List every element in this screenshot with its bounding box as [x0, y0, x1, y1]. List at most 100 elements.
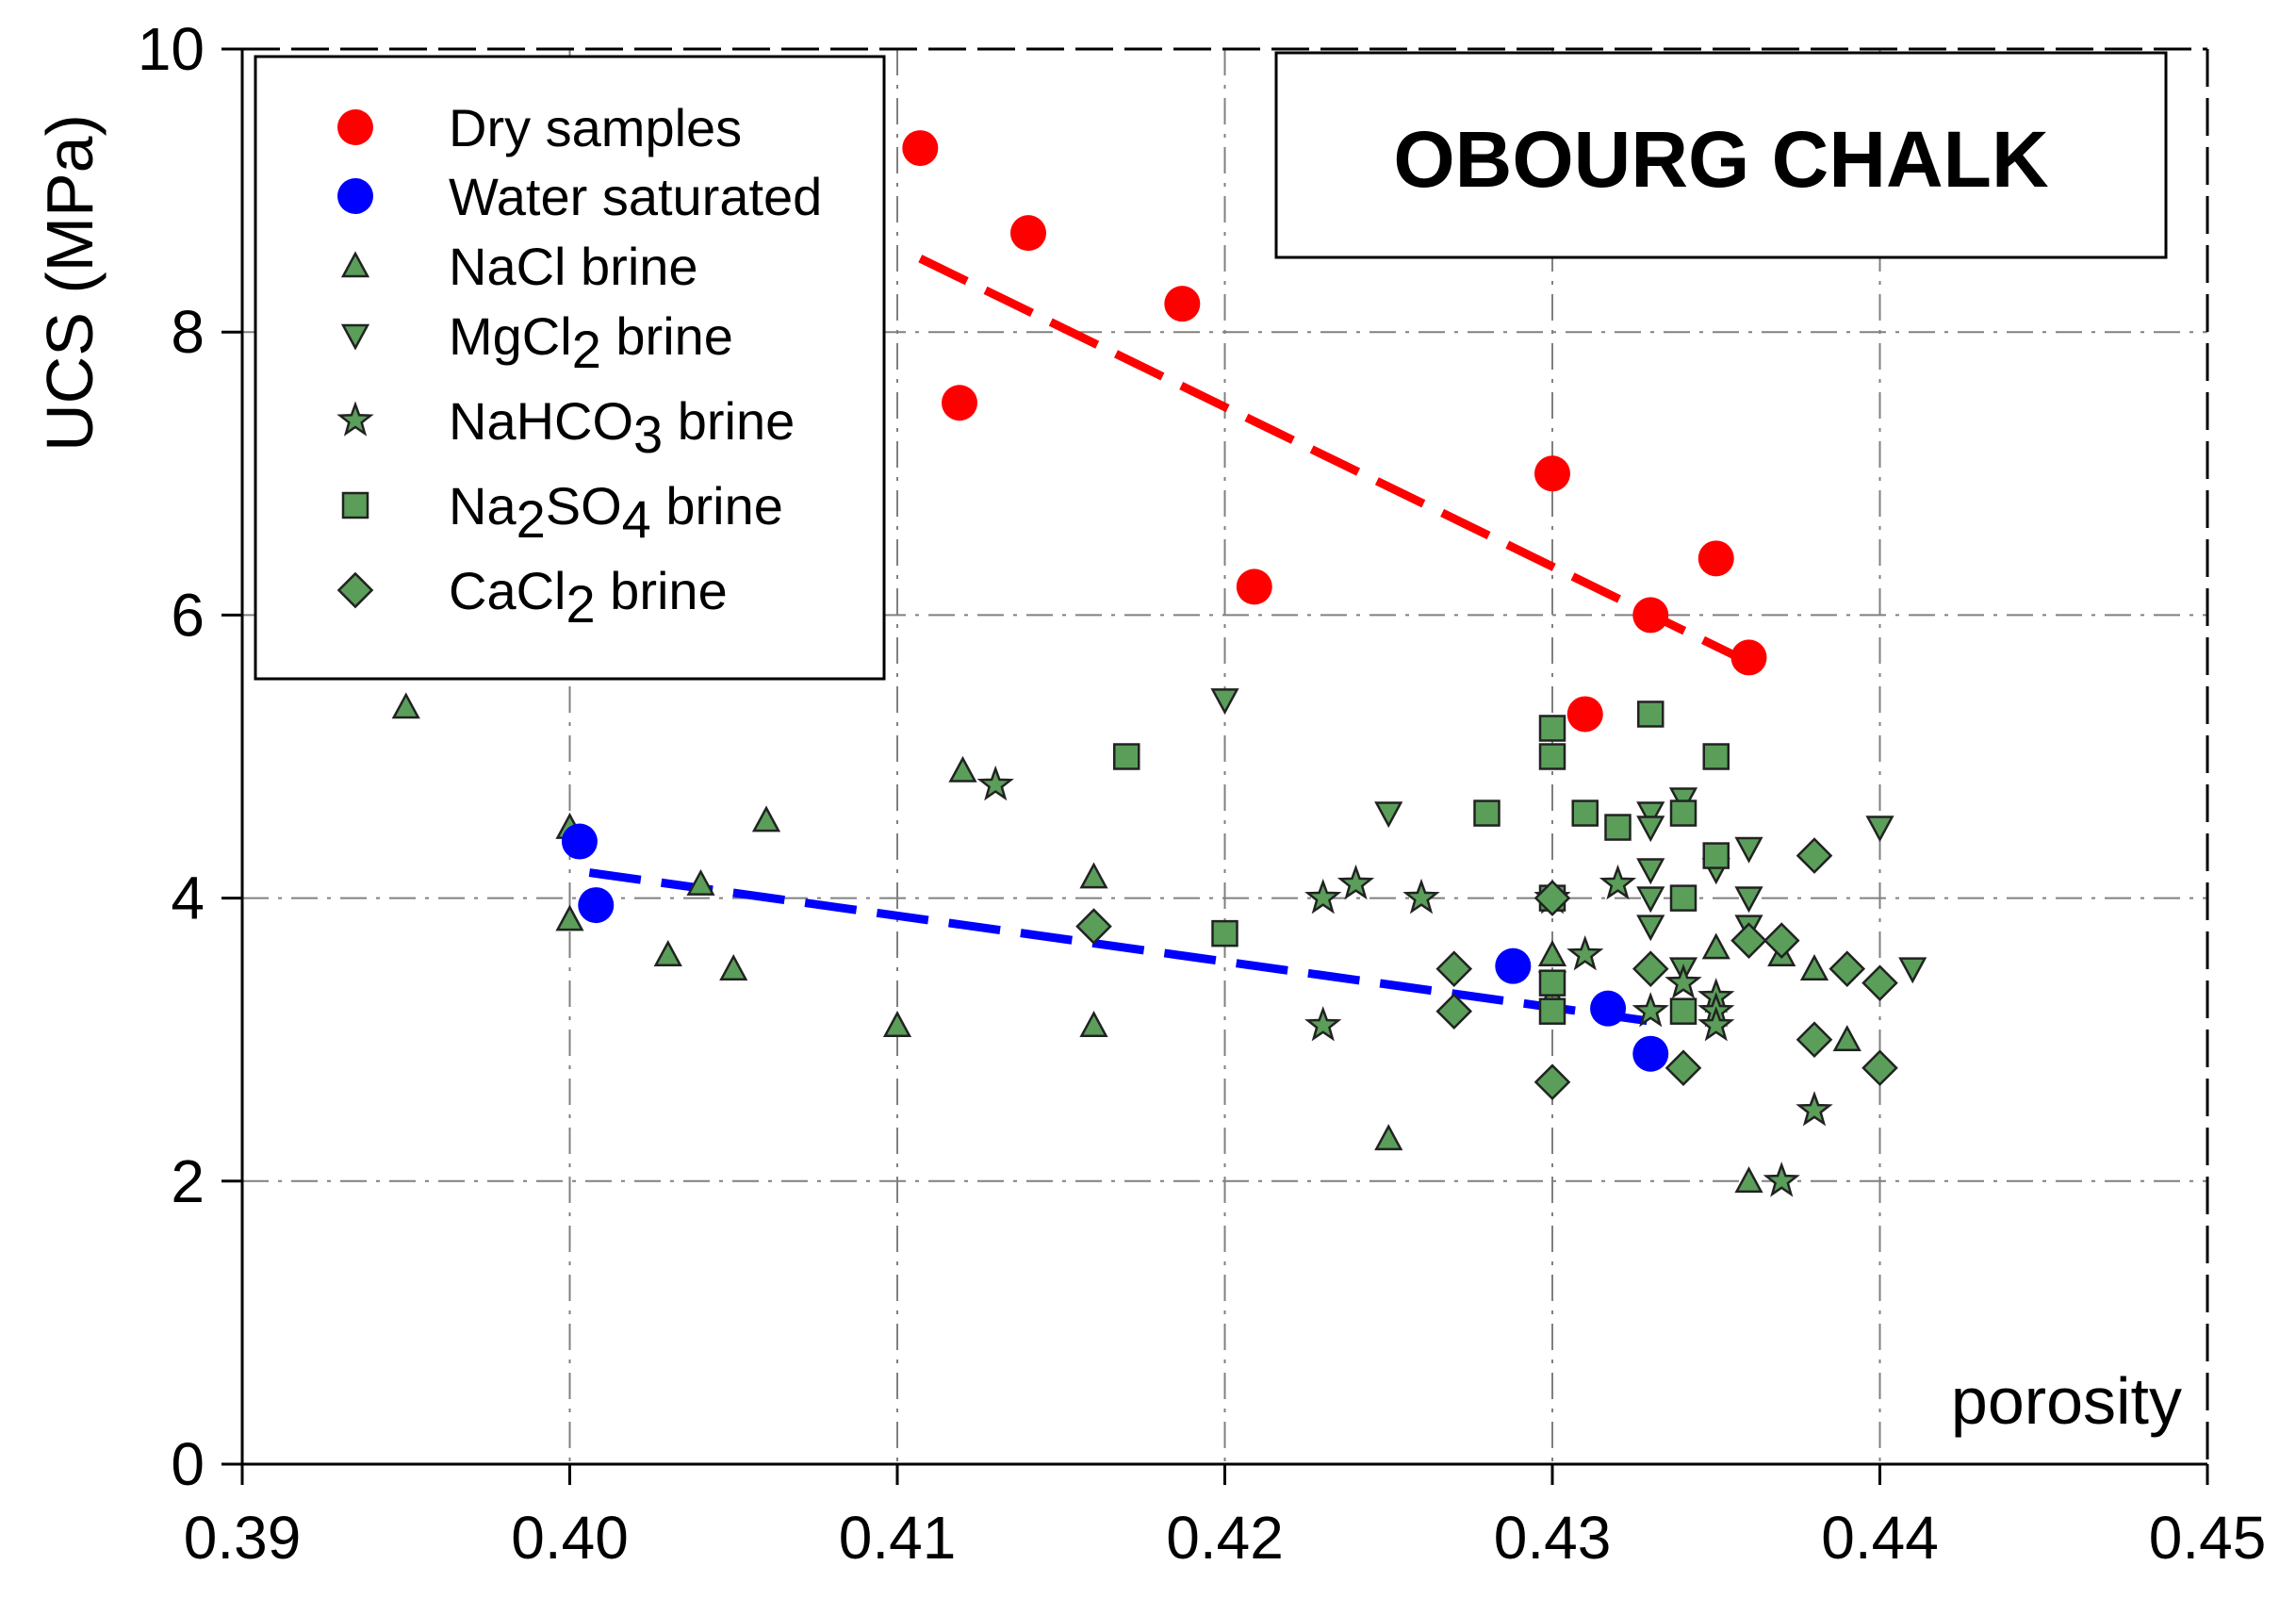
na2so4-brine-point	[1571, 799, 1599, 827]
cacl2-brine-point	[1533, 1063, 1571, 1101]
cacl2-brine-point	[1665, 1049, 1702, 1087]
nacl-brine-point	[1537, 940, 1567, 966]
legend-label-nahco3-brine: NaHCO3 brine	[449, 391, 795, 464]
water-saturated-point	[1495, 948, 1532, 984]
mgcl2-brine-point	[1734, 886, 1763, 914]
x-axis-title: porosity	[1951, 1364, 2182, 1438]
nacl-brine-point	[1079, 862, 1108, 889]
dry-samples-point	[1164, 286, 1201, 322]
legend-item-water-saturated: Water saturated	[337, 167, 822, 226]
chart-title-frame	[1274, 51, 2168, 259]
dry-samples-point	[1697, 540, 1734, 577]
cacl2-brine-point	[1075, 908, 1112, 945]
na2so4-brine-point	[1702, 842, 1730, 869]
na2so4-brine-point	[1538, 715, 1566, 742]
nacl-brine-point	[391, 692, 420, 719]
nahco3-brine-point	[1337, 864, 1375, 900]
legend-marker-cacl2-brine	[336, 571, 374, 609]
mgcl2-brine-point	[1636, 816, 1665, 843]
legend-marker-nahco3-brine	[336, 401, 374, 437]
nacl-brine-point	[1079, 1011, 1108, 1037]
legend-marker-dry-samples	[337, 109, 373, 145]
nacl-brine-point	[948, 755, 977, 783]
cacl2-brine-point	[1763, 922, 1800, 959]
y-tick-label: 4	[171, 865, 205, 932]
mgcl2-brine-point	[1636, 858, 1665, 885]
legend-label-na2so4-brine: Na2SO4 brine	[449, 476, 783, 549]
nacl-brine-point	[1832, 1025, 1861, 1051]
mgcl2-brine-point	[1865, 816, 1894, 843]
legend-frame	[254, 55, 886, 681]
water-saturated-point	[1632, 1035, 1669, 1072]
x-tick-label: 0.45	[2149, 1504, 2267, 1572]
legend-label-dry-samples: Dry samples	[449, 98, 742, 157]
x-tick-label: 0.39	[184, 1504, 302, 1572]
dry-samples-point	[1010, 215, 1046, 252]
nacl-brine-point	[1799, 954, 1829, 981]
trend-line	[918, 255, 1742, 662]
water-saturated-point	[1590, 990, 1627, 1027]
na2so4-brine-point	[1473, 799, 1501, 827]
na2so4-brine-point	[1604, 814, 1632, 841]
cacl2-brine-point	[1796, 837, 1833, 874]
dry-samples-point	[902, 130, 939, 167]
legend-item-nahco3-brine: NaHCO3 brine	[336, 391, 795, 464]
legend-item-cacl2-brine: CaCl2 brine	[336, 561, 728, 634]
data-points	[391, 130, 1927, 1197]
legend-label-water-saturated: Water saturated	[449, 167, 822, 226]
cacl2-brine-point	[1829, 950, 1866, 987]
x-tick-label: 0.41	[839, 1504, 957, 1572]
nacl-brine-point	[751, 805, 781, 832]
dry-samples-point	[1730, 639, 1767, 676]
cacl2-brine-point	[1861, 964, 1898, 1001]
legend-item-dry-samples: Dry samples	[337, 98, 742, 157]
na2so4-brine-point	[1669, 997, 1697, 1025]
cacl2-brine-point	[1435, 950, 1473, 987]
nacl-brine-point	[1701, 932, 1730, 960]
y-tick-label: 0	[171, 1430, 205, 1498]
water-saturated-point	[578, 887, 615, 924]
legend-marker-na2so4-brine	[341, 491, 369, 519]
dry-samples-point	[1236, 569, 1272, 605]
y-tick-label: 10	[138, 15, 205, 83]
mgcl2-brine-point	[1210, 688, 1239, 716]
legend-marker-water-saturated	[337, 178, 373, 214]
y-tick-label: 2	[171, 1147, 205, 1215]
chart-title-box: OBOURG CHALK	[1274, 51, 2168, 259]
dry-samples-point	[1632, 597, 1669, 634]
nacl-brine-point	[1734, 1166, 1763, 1194]
mgcl2-brine-point	[1374, 801, 1403, 829]
x-tick-label: 0.40	[511, 1504, 629, 1572]
dry-samples-point	[1534, 455, 1570, 492]
legend-label-mgcl2-brine: MgCl2 brine	[449, 306, 733, 379]
trend-line	[588, 868, 1651, 1026]
nacl-brine-point	[882, 1011, 912, 1037]
na2so4-brine-point	[1113, 743, 1140, 770]
cacl2-brine-point	[1796, 1021, 1833, 1059]
water-saturated-point	[561, 823, 598, 860]
na2so4-brine-point	[1538, 997, 1566, 1025]
chart-title: OBOURG CHALK	[1393, 115, 2048, 204]
nahco3-brine-point	[1665, 964, 1702, 999]
nahco3-brine-point	[1304, 878, 1342, 915]
x-tick-label: 0.44	[1821, 1504, 1939, 1572]
legend-label-cacl2-brine: CaCl2 brine	[449, 561, 728, 634]
nahco3-brine-point	[1304, 1006, 1342, 1042]
x-tick-label: 0.42	[1166, 1504, 1284, 1572]
cacl2-brine-point	[1730, 922, 1767, 959]
nahco3-brine-point	[976, 765, 1014, 801]
legend-marker-mgcl2-brine	[340, 323, 370, 351]
nacl-brine-point	[653, 940, 682, 966]
cacl2-brine-point	[1632, 950, 1669, 987]
na2so4-brine-point	[1637, 700, 1665, 728]
y-tick-label: 6	[171, 581, 205, 649]
legend-label-nacl-brine: NaCl brine	[449, 237, 698, 296]
nahco3-brine-point	[1632, 992, 1669, 1028]
legend-item-nacl-brine: NaCl brine	[340, 237, 698, 296]
nahco3-brine-point	[1402, 878, 1440, 915]
nahco3-brine-point	[1599, 864, 1637, 900]
mgcl2-brine-point	[1636, 915, 1665, 942]
legend-item-na2so4-brine: Na2SO4 brine	[341, 476, 783, 549]
nahco3-brine-point	[1796, 1091, 1833, 1127]
